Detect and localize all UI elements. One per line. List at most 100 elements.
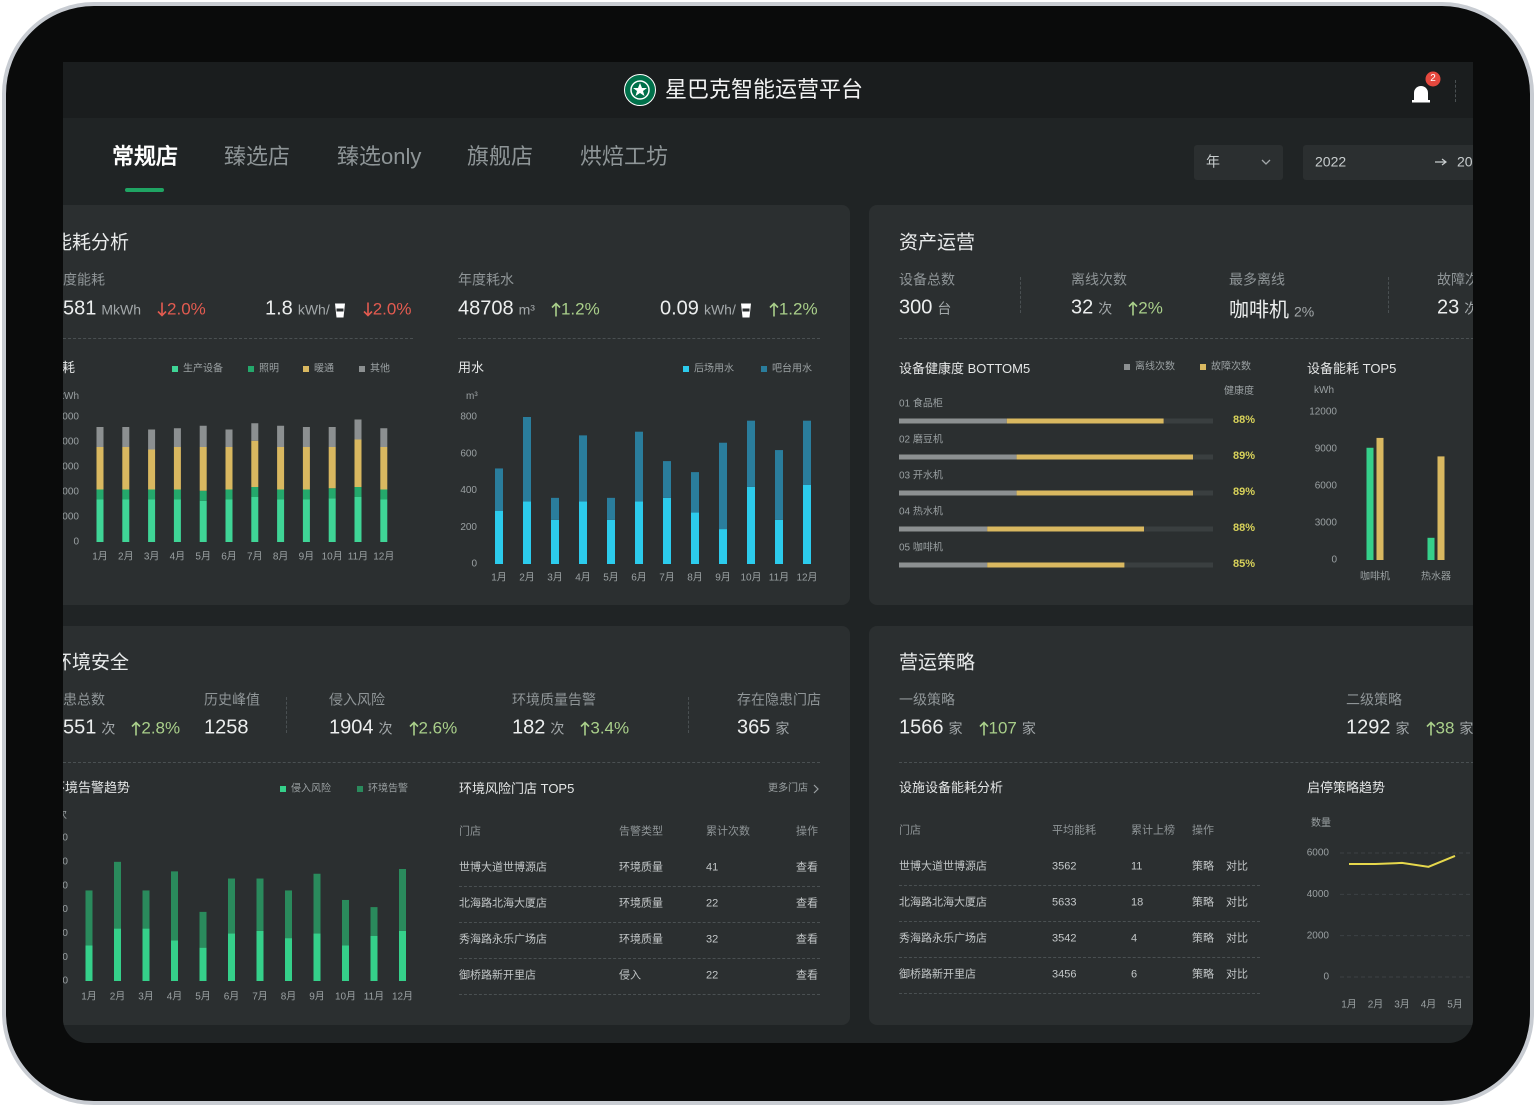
axis-unit: 次 (63, 810, 67, 822)
x-tick-label: 11月 (769, 572, 789, 584)
store-tab[interactable]: 常规店 (112, 143, 179, 169)
bar-segment (277, 447, 285, 490)
kpi-value: 365 (737, 716, 771, 739)
kpi-unit: kWh/ (297, 301, 330, 318)
y-tick-label: 40 (63, 880, 68, 891)
chevron-down (1261, 159, 1271, 165)
bar-segment (302, 427, 310, 447)
more-link[interactable]: 更多门店 (768, 783, 808, 794)
bar-segment (225, 489, 233, 500)
kpi-value: 1.8 (265, 297, 293, 320)
kpi-value: 581 (63, 297, 97, 320)
column-header: 门店 (459, 825, 481, 838)
table-cell: 世博大道世博源店 (459, 861, 547, 874)
table-cell: 对比 (1226, 932, 1248, 945)
column-header: 告警类型 (619, 825, 663, 838)
trend-arrow (978, 720, 989, 735)
bar-segment (899, 454, 1017, 460)
kpi-change: 107 (988, 718, 1017, 738)
bar-segment (747, 486, 755, 564)
separator (63, 762, 820, 763)
trend-arrow (363, 302, 373, 317)
kpi-label: 隐患总数 (63, 691, 105, 708)
table-cell: 环境质量 (619, 897, 663, 910)
x-tick-label: 4月 (167, 991, 183, 1003)
x-tick-label: 热水器 (1421, 570, 1451, 583)
y-tick-label: 6000 (1307, 848, 1330, 859)
chart-title: 能耗 (63, 360, 76, 376)
kpi-change: 1.2% (778, 299, 818, 319)
row-separator (459, 958, 820, 959)
bar-segment (328, 488, 336, 499)
kpi-change: 2.0% (372, 299, 412, 319)
store-tab[interactable]: 烘焙工坊 (580, 143, 669, 169)
bar-segment (285, 938, 292, 981)
bar-label: 01 食品柜 (899, 397, 943, 410)
x-tick-label: 1月 (491, 572, 507, 584)
bar-segment (1376, 437, 1384, 560)
bell-icon[interactable] (1410, 80, 1432, 104)
y-tick-label: 30 (63, 904, 68, 915)
x-tick-label: 9月 (715, 572, 731, 584)
bar-segment (328, 427, 336, 447)
bar-segment (313, 873, 321, 934)
divider (688, 697, 689, 733)
kpi-value-row: 581 MkWh 2.0% (63, 298, 206, 321)
energy-panel (63, 205, 850, 605)
axis-unit: 数量 (1311, 818, 1331, 829)
bar-segment (122, 499, 130, 542)
legend-label: 生产设备 (183, 362, 223, 375)
bar-segment (775, 519, 783, 564)
bar-segment (142, 928, 150, 981)
notification-count: 2 (1430, 73, 1436, 84)
x-tick-label: 8月 (281, 991, 297, 1003)
kpi-value-row: 182 次 3.4% (512, 717, 629, 740)
x-tick-label: 1月 (81, 991, 97, 1003)
bar-segment (663, 497, 671, 564)
trend-arrow (408, 720, 419, 735)
row-separator (459, 922, 820, 923)
table-cell: 世博大道世博源店 (899, 860, 987, 873)
kpi-unit: 2% (1294, 303, 1315, 320)
table-cell: 11 (1131, 860, 1143, 873)
x-tick-label: 4月 (575, 572, 591, 584)
store-tab[interactable]: 臻选only (337, 143, 422, 169)
kpi-label: 存在隐患门店 (737, 691, 821, 708)
legend-label: 离线次数 (1135, 360, 1175, 373)
bar-segment (1016, 454, 1193, 460)
bar-segment (148, 489, 156, 500)
bar-segment (495, 468, 503, 511)
bar-segment (1016, 490, 1193, 496)
table-cell: 查看 (796, 933, 818, 946)
table-cell: 秀海路永乐广场店 (899, 932, 987, 945)
store-tab[interactable]: 臻选店 (224, 143, 291, 169)
kpi-label: 一级策略 (899, 691, 955, 708)
bar-segment (399, 868, 406, 931)
chart-title: 环境告警趋势 (63, 780, 131, 796)
bar-segment (199, 911, 207, 948)
bar-segment (114, 928, 121, 981)
bar-segment (495, 510, 503, 564)
table-cell: 3542 (1052, 932, 1077, 945)
y-tick-label: 10 (63, 952, 68, 963)
legend-swatch (248, 366, 254, 372)
kpi-change: 2% (1138, 298, 1163, 318)
bar-segment (171, 940, 178, 981)
separator (458, 338, 820, 339)
kpi-value-row: 1292 家 38 家 (1346, 717, 1473, 740)
store-tab[interactable]: 旗舰店 (467, 143, 534, 169)
bar-segment (225, 429, 233, 447)
bar-segment (1366, 447, 1374, 560)
kpi-value-row: 1.8 kWh/2.0% (265, 298, 411, 321)
bar-segment (96, 427, 104, 447)
dashboard: 星巴克智能运营平台2常规店臻选店臻选only旗舰店烘焙工坊年20222022能耗… (63, 62, 1473, 1043)
kpi-change-unit: 家 (1459, 720, 1473, 737)
table-cell: 策略 (1192, 968, 1214, 981)
bar-segment (173, 499, 181, 542)
table-cell: 18 (1131, 896, 1144, 909)
bar-segment (173, 428, 181, 447)
logo (624, 74, 656, 106)
table-cell: 环境质量 (619, 861, 663, 874)
bar-segment (899, 526, 988, 532)
